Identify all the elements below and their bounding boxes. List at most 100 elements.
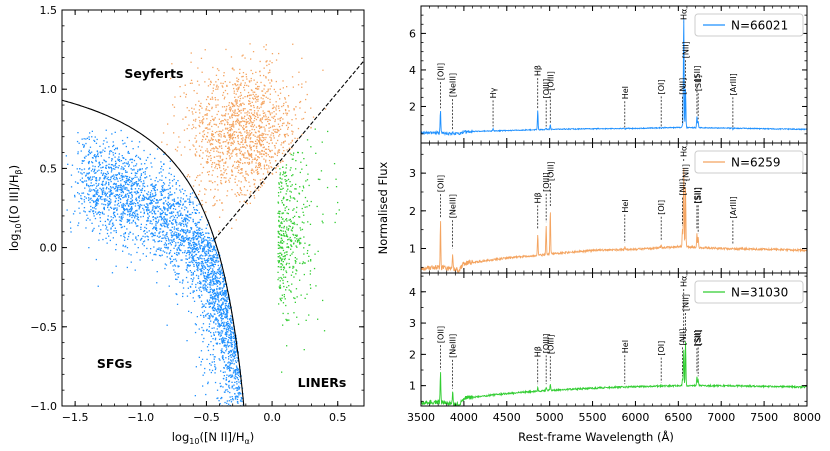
emission-label: [SII] <box>693 187 702 203</box>
emission-label: [OI] <box>657 79 666 94</box>
spectrum-line <box>421 18 807 137</box>
emission-label: [SII] <box>694 75 703 91</box>
spectrum-y-tick-label: 3 <box>409 317 416 330</box>
scatter-series-liners <box>277 128 340 373</box>
legend-box <box>694 150 804 174</box>
emission-label: [NII] <box>678 328 687 345</box>
bpt-diagram: −1.5 −1.0 −0.5 0.0 0.5 −1.0 −0.5 0.0 0.5 1.0 1.5 S… <box>7 4 365 446</box>
emission-label: [NeIII] <box>449 194 458 218</box>
bpt-x-tick-label: −0.5 <box>193 411 220 424</box>
bpt-region-labels: Seyferts SFGs LINERs <box>97 66 346 390</box>
spectra-x-tick-label: 3500 <box>407 411 435 424</box>
spectrum-y-tick-label: 1 <box>409 243 416 256</box>
emission-label: [OIII] <box>542 172 551 192</box>
spectra-y-axis-label: Normalised Flux <box>376 161 390 254</box>
bpt-y-axis-label: log10([O III]/Hβ) <box>7 165 23 251</box>
spectra-x-ticks: 3500 4000 4500 5000 5500 6000 6500 7000 7500 8000 <box>407 411 821 424</box>
emission-label: [NII] <box>678 78 687 95</box>
emission-label: [OIII] <box>542 334 551 354</box>
emission-label: Hγ <box>489 87 498 98</box>
spectrum-y-tick-label: 6 <box>409 27 416 40</box>
spectra-x-tick-label: 4000 <box>450 411 478 424</box>
emission-label: [OIII] <box>546 71 555 91</box>
spectra-x-tick-label: 7500 <box>750 411 778 424</box>
emission-label: [SII] <box>693 66 702 82</box>
bpt-y-tick-label: 0.5 <box>40 162 58 175</box>
emission-label: [NII] <box>682 164 691 181</box>
legend-label: N=66021 <box>731 19 788 33</box>
emission-label: [ArIII] <box>729 73 738 95</box>
emission-label: [SII] <box>694 187 703 203</box>
emission-label: [OIII] <box>542 79 551 99</box>
bpt-y-tick-label: −0.5 <box>30 321 57 334</box>
scatter-series-sfgs <box>65 129 244 406</box>
emission-label: [NII] <box>682 41 691 58</box>
legend-box <box>694 13 804 37</box>
kauffmann-curve <box>62 99 245 406</box>
emission-label: HeI <box>621 340 630 353</box>
spectrum-panel-2: [OII][NeIII] Hβ[OIII][OIII]HeI [OI][NII]Hα… <box>409 142 808 274</box>
emission-label: Hα <box>680 146 689 157</box>
emission-label: Hβ <box>534 192 543 203</box>
emission-label: [NeIII] <box>449 73 458 97</box>
bpt-x-tick-label: −1.0 <box>127 411 154 424</box>
emission-label: Hα <box>680 276 689 287</box>
spectrum-y-tick-label: 2 <box>409 100 416 113</box>
emission-label: [OII] <box>436 63 445 80</box>
emission-label: HeI <box>621 86 630 99</box>
bpt-ticks: −1.5 −1.0 −0.5 0.0 0.5 −1.0 −0.5 0.0 0.5 1.0 1.5 <box>30 4 364 424</box>
region-label-seyferts: Seyferts <box>124 66 183 81</box>
bpt-demarcation-curves <box>62 60 364 406</box>
scatter-series-seyferts <box>161 43 327 232</box>
bpt-y-tick-label: 1.0 <box>40 83 58 96</box>
emission-label: [NII] <box>682 294 691 311</box>
bpt-y-tick-label: 1.5 <box>40 4 58 17</box>
bpt-y-tick-label: 0.0 <box>40 242 58 255</box>
emission-label: [SII] <box>694 329 703 345</box>
emission-label: [ArIII] <box>729 196 738 218</box>
bpt-x-tick-label: 0.5 <box>329 411 347 424</box>
spectrum-line <box>421 341 807 406</box>
emission-label: [OI] <box>657 341 666 356</box>
emission-label: HeI <box>621 199 630 212</box>
bpt-x-tick-label: 0.0 <box>263 411 281 424</box>
spectra-x-tick-label: 5000 <box>536 411 564 424</box>
spectra-x-tick-label: 6500 <box>664 411 692 424</box>
emission-label: [NeIII] <box>449 334 458 358</box>
emission-label: [OII] <box>436 175 445 192</box>
spectra-x-tick-label: 7000 <box>707 411 735 424</box>
emission-label: Hβ <box>534 65 543 76</box>
emission-label: [NII] <box>678 179 687 196</box>
region-label-liners: LINERs <box>298 375 347 390</box>
spectrum-line <box>421 168 807 273</box>
spectra-x-tick-label: 5500 <box>579 411 607 424</box>
spectrum-y-tick-label: 1 <box>409 380 416 393</box>
spectrum-y-tick-label: 4 <box>409 286 416 299</box>
emission-label: Hα <box>680 9 689 20</box>
spectrum-y-tick-label: 2 <box>409 348 416 361</box>
legend-label: N=6259 <box>731 156 781 170</box>
spectrum-y-tick-label: 3 <box>409 167 416 180</box>
spectrum-frame <box>420 272 808 407</box>
legend-box <box>694 280 804 304</box>
spectra-x-axis-label: Rest-frame Wavelength (Å) <box>518 429 674 444</box>
emission-label: Hβ <box>534 346 543 357</box>
spectra-x-tick-label: 8000 <box>793 411 821 424</box>
region-label-sfgs: SFGs <box>97 356 132 371</box>
emission-label: [OIII] <box>546 161 555 181</box>
emission-label: [SII] <box>693 330 702 346</box>
bpt-x-tick-label: −1.5 <box>62 411 89 424</box>
spectrum-y-tick-label: 2 <box>409 205 416 218</box>
spectra-x-tick-label: 6000 <box>621 411 649 424</box>
spectrum-y-tick-label: 4 <box>409 64 416 77</box>
bpt-scatter-points <box>65 43 340 406</box>
bpt-y-tick-label: −1.0 <box>30 400 57 413</box>
emission-label: [OI] <box>657 200 666 215</box>
emission-label: [OII] <box>436 326 445 343</box>
legend-label: N=31030 <box>731 286 788 300</box>
bpt-axes-frame <box>61 9 365 407</box>
spectra-x-tick-label: 4500 <box>493 411 521 424</box>
